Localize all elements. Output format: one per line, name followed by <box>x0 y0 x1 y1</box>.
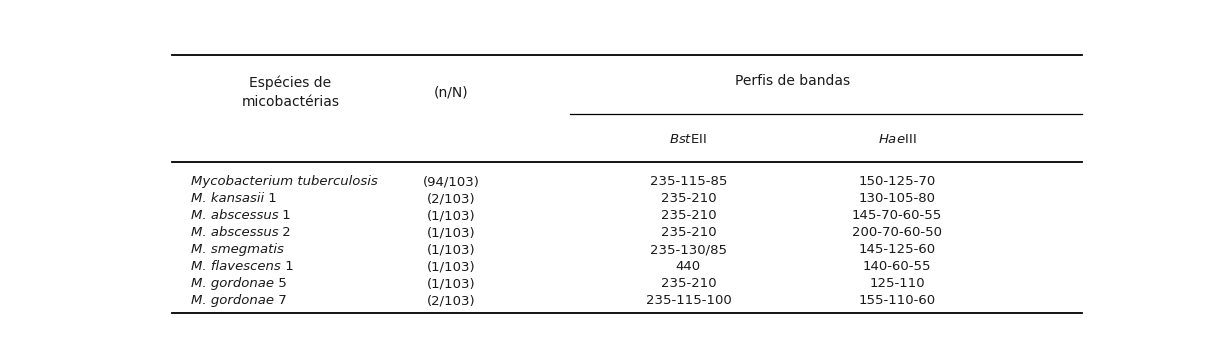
Text: 1: 1 <box>264 192 276 205</box>
Text: (1/103): (1/103) <box>427 277 476 290</box>
Text: (1/103): (1/103) <box>427 260 476 273</box>
Text: 130-105-80: 130-105-80 <box>859 192 936 205</box>
Text: (1/103): (1/103) <box>427 209 476 222</box>
Text: 200-70-60-50: 200-70-60-50 <box>852 226 942 239</box>
Text: 235-115-85: 235-115-85 <box>649 175 728 188</box>
Text: 5: 5 <box>274 277 286 290</box>
Text: 235-210: 235-210 <box>660 209 717 222</box>
Text: (1/103): (1/103) <box>427 243 476 256</box>
Text: 440: 440 <box>676 260 701 273</box>
Text: 145-70-60-55: 145-70-60-55 <box>851 209 942 222</box>
Text: 1: 1 <box>280 260 294 273</box>
Text: M. gordonae: M. gordonae <box>191 277 274 290</box>
Text: Perfis de bandas: Perfis de bandas <box>735 74 850 88</box>
Text: M. abscessus: M. abscessus <box>191 209 279 222</box>
Text: 155-110-60: 155-110-60 <box>859 295 936 307</box>
Text: 235-130/85: 235-130/85 <box>649 243 726 256</box>
Text: M. gordonae: M. gordonae <box>191 295 274 307</box>
Text: M. smegmatis: M. smegmatis <box>191 243 284 256</box>
Text: 140-60-55: 140-60-55 <box>862 260 931 273</box>
Text: (n/N): (n/N) <box>434 85 468 99</box>
Text: 145-125-60: 145-125-60 <box>859 243 936 256</box>
Text: 150-125-70: 150-125-70 <box>859 175 936 188</box>
Text: 235-115-100: 235-115-100 <box>646 295 731 307</box>
Text: (2/103): (2/103) <box>427 192 476 205</box>
Text: $\mathit{Bst}$EII: $\mathit{Bst}$EII <box>669 132 707 146</box>
Text: M. flavescens: M. flavescens <box>191 260 280 273</box>
Text: (94/103): (94/103) <box>423 175 479 188</box>
Text: $\mathit{Hae}$III: $\mathit{Hae}$III <box>878 132 916 146</box>
Text: 235-210: 235-210 <box>660 277 717 290</box>
Text: 235-210: 235-210 <box>660 226 717 239</box>
Text: Mycobacterium tuberculosis: Mycobacterium tuberculosis <box>191 175 378 188</box>
Text: 1: 1 <box>279 209 291 222</box>
Text: M. kansasii: M. kansasii <box>191 192 264 205</box>
Text: (1/103): (1/103) <box>427 226 476 239</box>
Text: Espécies de
micobactérias: Espécies de micobactérias <box>241 75 339 109</box>
Text: (2/103): (2/103) <box>427 295 476 307</box>
Text: M. abscessus: M. abscessus <box>191 226 279 239</box>
Text: 2: 2 <box>279 226 291 239</box>
Text: 7: 7 <box>274 295 286 307</box>
Text: 235-210: 235-210 <box>660 192 717 205</box>
Text: 125-110: 125-110 <box>870 277 925 290</box>
